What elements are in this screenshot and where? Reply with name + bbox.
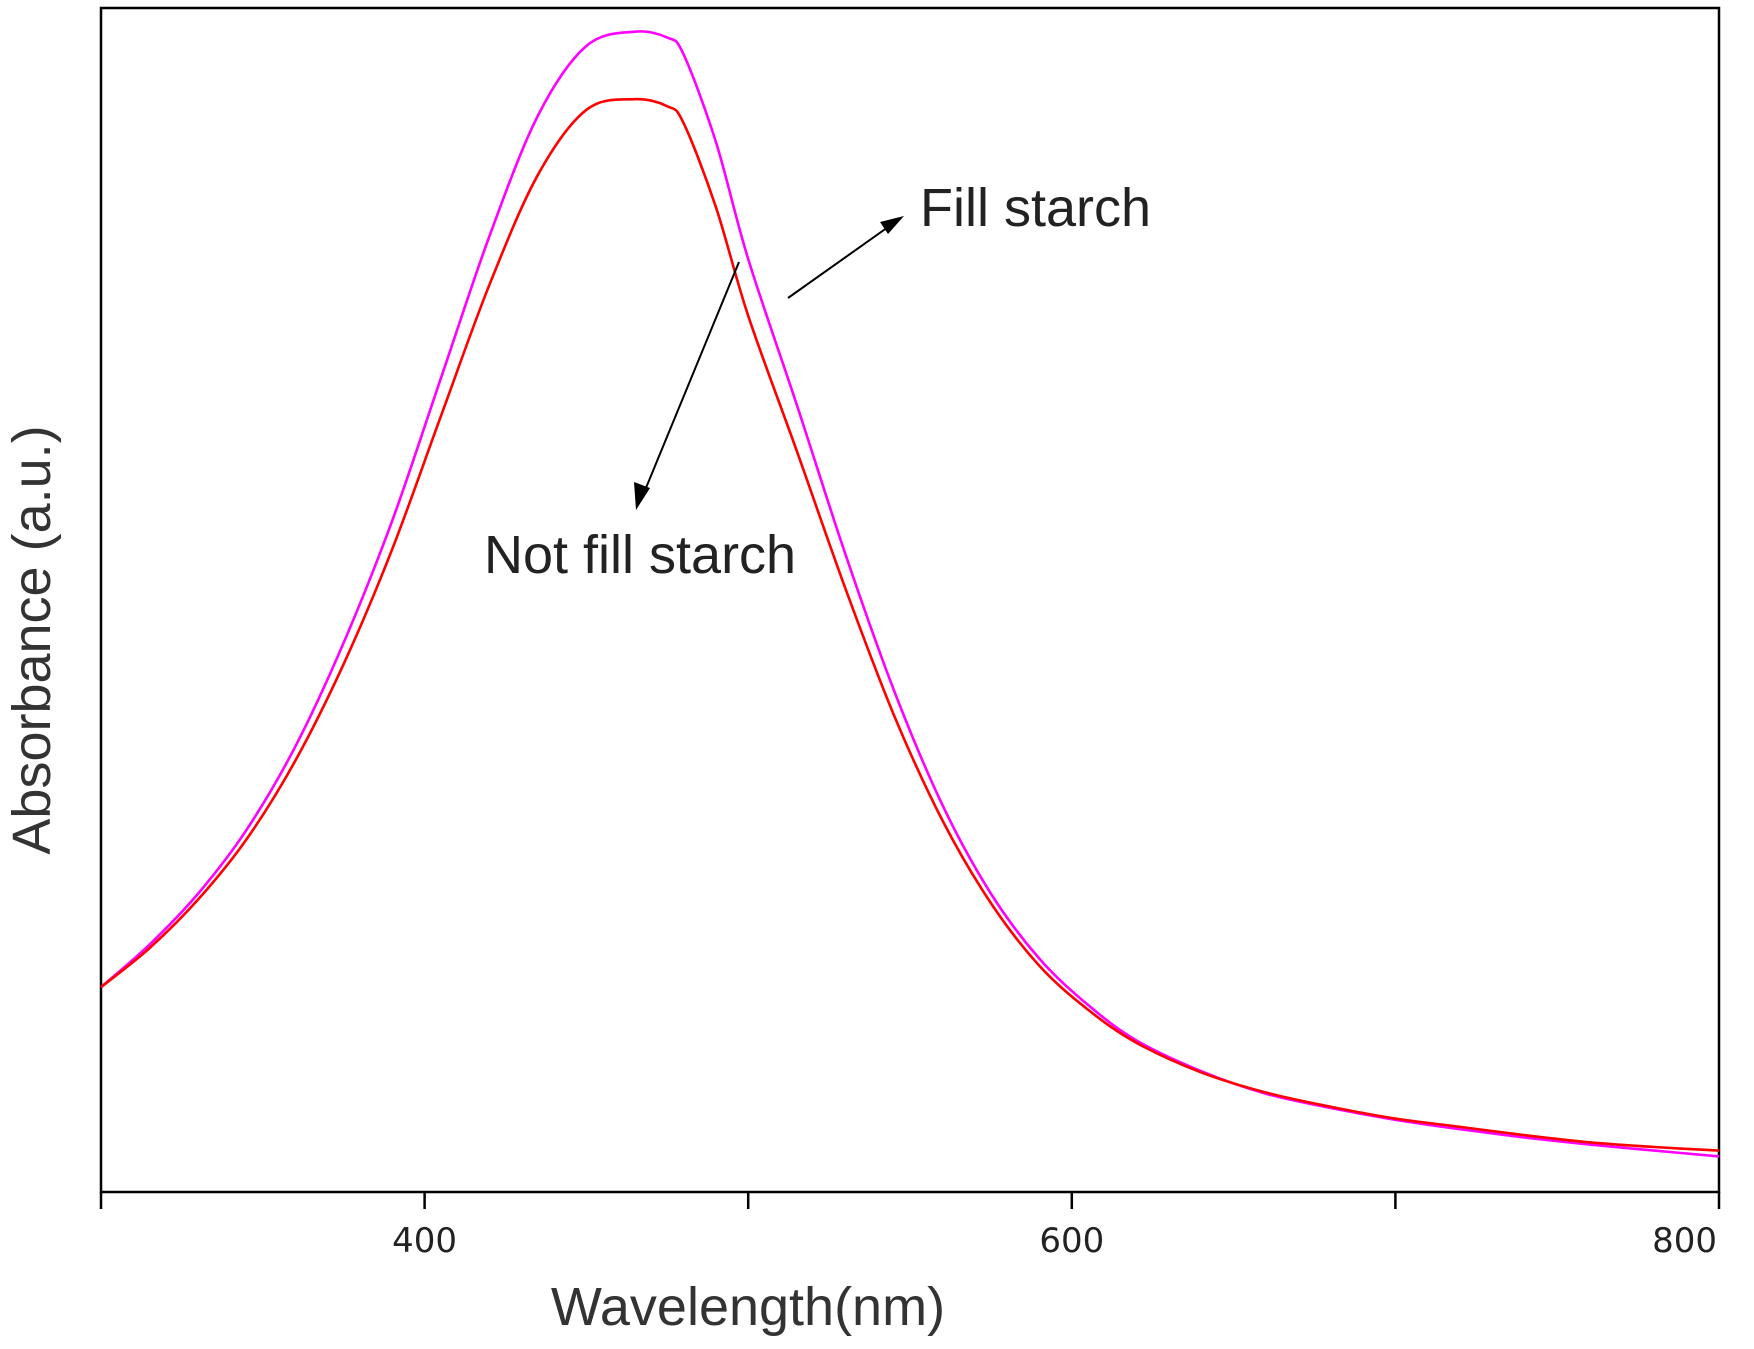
plot-frame <box>99 6 1721 1194</box>
fill-starch-arrow-line <box>787 219 899 299</box>
series-lines <box>100 30 1720 1158</box>
fill-starch-label: Fill starch <box>920 178 1151 238</box>
annotation-fill-starch: Fill starch <box>787 178 1151 299</box>
x-tick-label-400: 400 <box>392 1221 457 1261</box>
not-fill-starch-arrow-line <box>640 261 740 501</box>
series-line-fill-starch <box>100 30 1720 1158</box>
x-tick-label-600: 600 <box>1039 1221 1104 1261</box>
y-axis-title: Absorbance (a.u.) <box>2 425 62 854</box>
x-tick-label-800: 800 <box>1652 1221 1717 1261</box>
not-fill-starch-arrowhead-icon <box>634 482 650 510</box>
fill-starch-arrowhead-icon <box>880 216 904 234</box>
annotation-not-fill-starch: Not fill starch <box>484 261 796 585</box>
x-axis-tick-labels: 400 600 800 <box>392 1221 1717 1261</box>
not-fill-starch-label: Not fill starch <box>484 525 796 585</box>
series-line-not-fill-starch <box>100 97 1720 1152</box>
x-axis-ticks <box>99 1192 1721 1209</box>
x-axis-title: Wavelength(nm) <box>551 1277 945 1337</box>
